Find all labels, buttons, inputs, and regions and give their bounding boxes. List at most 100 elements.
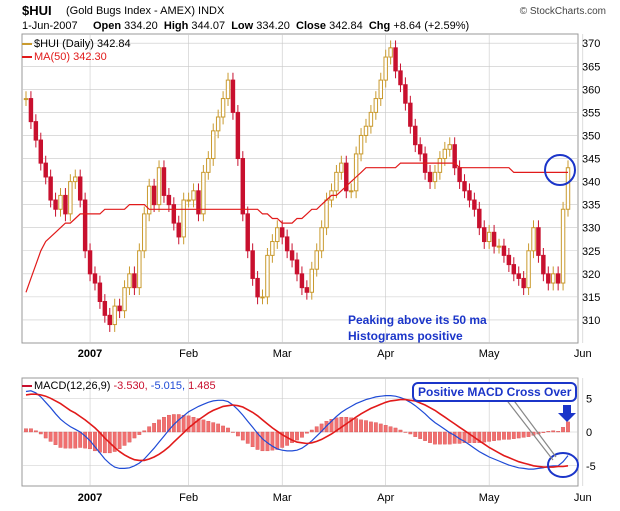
macd-histogram-bar [38,431,43,435]
price-candle [77,176,83,201]
price-candle [314,250,319,270]
macd-histogram-bar [423,431,427,441]
macd-histogram-bar [73,431,78,449]
macd-histogram-bar [147,426,152,433]
macd-histogram-bar [511,431,516,439]
price-candle [324,199,329,229]
price-y-ticks: 310 315 320 325 330 335 340 345 350 355 360 365 370 [582,38,600,327]
macd-histogram-bar [433,431,437,445]
price-candle [142,213,147,252]
macd-histogram-bar [521,431,526,438]
price-candle [344,162,349,192]
price-candle [255,277,260,298]
macd-histogram-bar [393,427,398,433]
ma-legend-label: MA(50) [34,51,71,63]
price-candle [565,167,571,210]
price-candle [225,79,231,100]
x-tick-label: Jun [574,348,592,360]
macd-histogram-bar [83,431,88,449]
x-tick-label: Feb [179,348,198,360]
price-tick-label: 315 [582,292,600,304]
signal-legend-value: -5.015, [150,380,186,392]
price-legend-label: $HUI (Daily) [34,38,94,50]
macd-histogram-bar [334,417,339,433]
price-candle [215,116,221,132]
close-label: Close [296,20,327,32]
price-grid [22,34,584,343]
macd-histogram-bar [112,431,117,452]
price-swatch-icon [22,43,32,46]
price-tick-label: 335 [582,200,600,212]
macd-histogram-bar [53,431,58,445]
price-candle [472,199,477,210]
annotation-peaking: Peaking above its 50 ma [348,313,487,327]
price-candle [146,185,152,215]
x-tick-label: 2007 [78,348,102,360]
price-candle [427,171,433,183]
ma-legend: MA(50) 342.30 [22,51,107,63]
macd-histogram-bar [152,423,156,433]
price-x-labels: 2007 Feb Mar Apr May Jun [78,348,592,360]
macd-legend-value: -3.530, [113,380,148,392]
price-candle [107,314,112,326]
price-candle [560,208,566,284]
macd-histogram-bar [388,426,393,433]
x-tick-label: Jun [574,492,592,504]
macd-histogram-bar [211,422,216,433]
price-candle [393,47,398,72]
macd-histogram-bar [226,427,230,433]
high-value: 344.07 [191,20,226,32]
price-tick-label: 330 [582,223,600,235]
macd-histogram-bar [314,426,319,433]
macd-histogram-bar [364,420,368,433]
macd-histogram-bar [43,431,48,439]
macd-histogram-bar [354,418,359,433]
macd-histogram-bar [541,431,546,433]
price-candle [378,79,383,100]
price-tick-label: 325 [582,246,600,258]
price-candle [413,125,418,146]
price-legend-value: 342.84 [96,38,131,50]
price-candle [526,250,531,289]
price-panel-frame [21,33,579,344]
macd-crossover-circle [547,452,579,478]
price-candle [334,171,339,192]
price-candle [260,296,265,299]
price-candle [482,227,487,243]
low-value: 334.20 [256,20,290,32]
macd-y-ticks: -5 0 5 [586,393,596,473]
price-candle [417,144,423,155]
macd-histogram-bar [290,431,294,443]
price-candle [171,204,177,224]
price-candle [309,268,315,293]
macd-tick-label: 5 [586,393,592,405]
price-candle [122,287,127,312]
macd-swatch-icon [22,385,32,388]
macd-histogram-bar [561,427,565,433]
price-candle [176,222,181,238]
macd-legend-label: MACD(12,26,9) [34,380,111,392]
macd-histogram-bar [117,431,122,450]
macd-histogram-bar [506,431,511,440]
ma-swatch-icon [22,56,32,59]
x-tick-label: 2007 [78,492,102,504]
macd-histogram-bar [127,431,132,443]
price-candle [220,98,226,118]
price-candle [63,194,68,215]
macd-histogram-bar [339,416,344,433]
price-candle [467,190,472,201]
macd-histogram-bar [442,431,447,445]
price-candle [403,84,408,104]
price-candle [38,139,44,164]
x-tick-label: Apr [377,348,394,360]
price-candle [235,111,241,160]
price-tick-label: 320 [582,269,600,281]
macd-histogram-bar [216,423,221,433]
price-candle [201,171,206,215]
macd-histogram-bar [240,431,245,441]
macd-histogram-bar [482,431,487,443]
price-candle [501,245,507,256]
macd-histogram-bar [502,431,506,440]
price-candle [240,158,246,215]
price-candle [531,227,536,252]
